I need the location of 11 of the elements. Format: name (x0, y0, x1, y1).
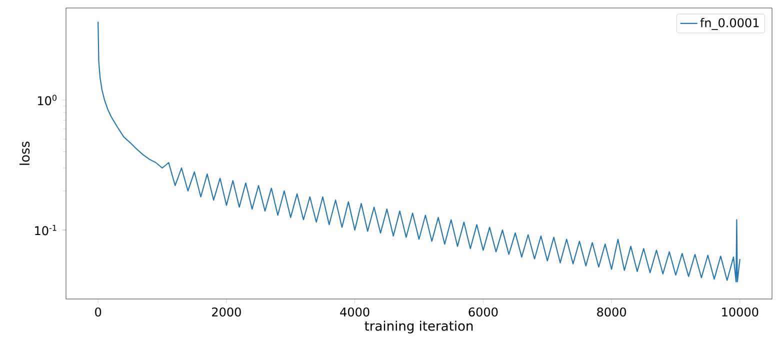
x-tick-label: 0 (95, 307, 102, 317)
y-tick-label: 10$^{-1}$ (35, 224, 56, 236)
legend-label: fn_0.0001 (700, 18, 759, 30)
x-tick-label: 2000 (212, 307, 241, 317)
x-tick-label: 10000 (722, 307, 758, 317)
x-tick-label: 4000 (340, 307, 370, 317)
x-tick-label: 6000 (468, 307, 498, 317)
y-axis-title: loss (20, 142, 30, 165)
x-axis-title: training iteration (364, 320, 473, 334)
x-tick-label: 8000 (597, 307, 626, 317)
y-tick-label: 10$^{0}$ (38, 94, 57, 106)
